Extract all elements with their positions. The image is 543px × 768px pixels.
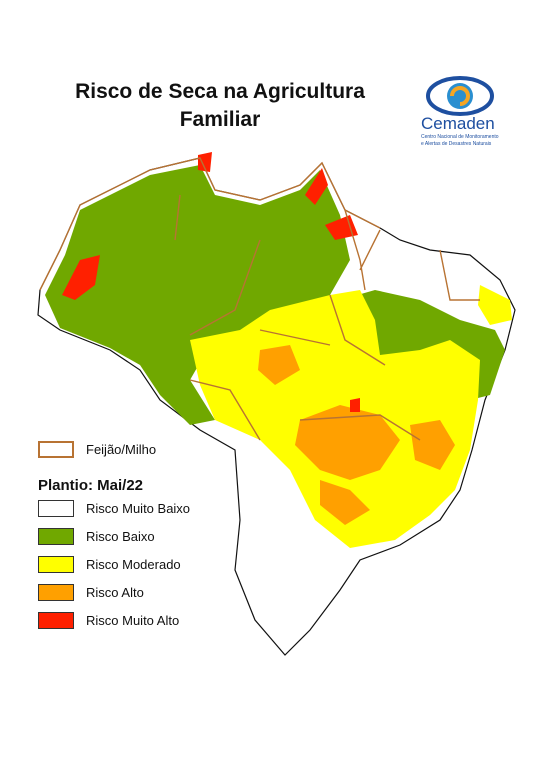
region-high (295, 405, 400, 480)
region-high (320, 480, 370, 525)
logo-icon (426, 76, 494, 116)
title: Risco de Seca na Agricultura Familiar (75, 80, 365, 131)
legend-label: Risco Moderado (86, 557, 181, 572)
legend-label: Risco Alto (86, 585, 144, 600)
region-low (45, 165, 350, 425)
region-high (258, 345, 300, 385)
region-moderate (478, 285, 512, 325)
crop-outline (39, 157, 480, 441)
legend-subtitle: Plantio: Mai/22 (38, 477, 144, 494)
legend-swatch (38, 528, 74, 545)
logo-subtitle: Centro Nacional de Monitoramento (421, 134, 499, 140)
logo-name: Cemaden (421, 114, 495, 133)
region-very-high (305, 168, 328, 205)
region-very-high (325, 215, 358, 240)
region-high (410, 420, 455, 470)
region-very-high (198, 152, 212, 172)
legend-swatch (38, 556, 74, 573)
legend-label: Risco Baixo (86, 529, 155, 544)
legend-swatch (38, 584, 74, 601)
legend-swatch (38, 500, 74, 517)
legend-label: Risco Muito Alto (86, 613, 180, 628)
region-very-high (350, 398, 360, 412)
legend-swatch (38, 612, 74, 629)
legend-label: Risco Muito Baixo (86, 501, 191, 516)
logo-subtitle: e Alertas de Desastres Naturais (421, 141, 492, 147)
legend-swatch (38, 441, 74, 458)
region-very-high (62, 255, 100, 300)
legend-label: Feijão/Milho (86, 442, 157, 457)
